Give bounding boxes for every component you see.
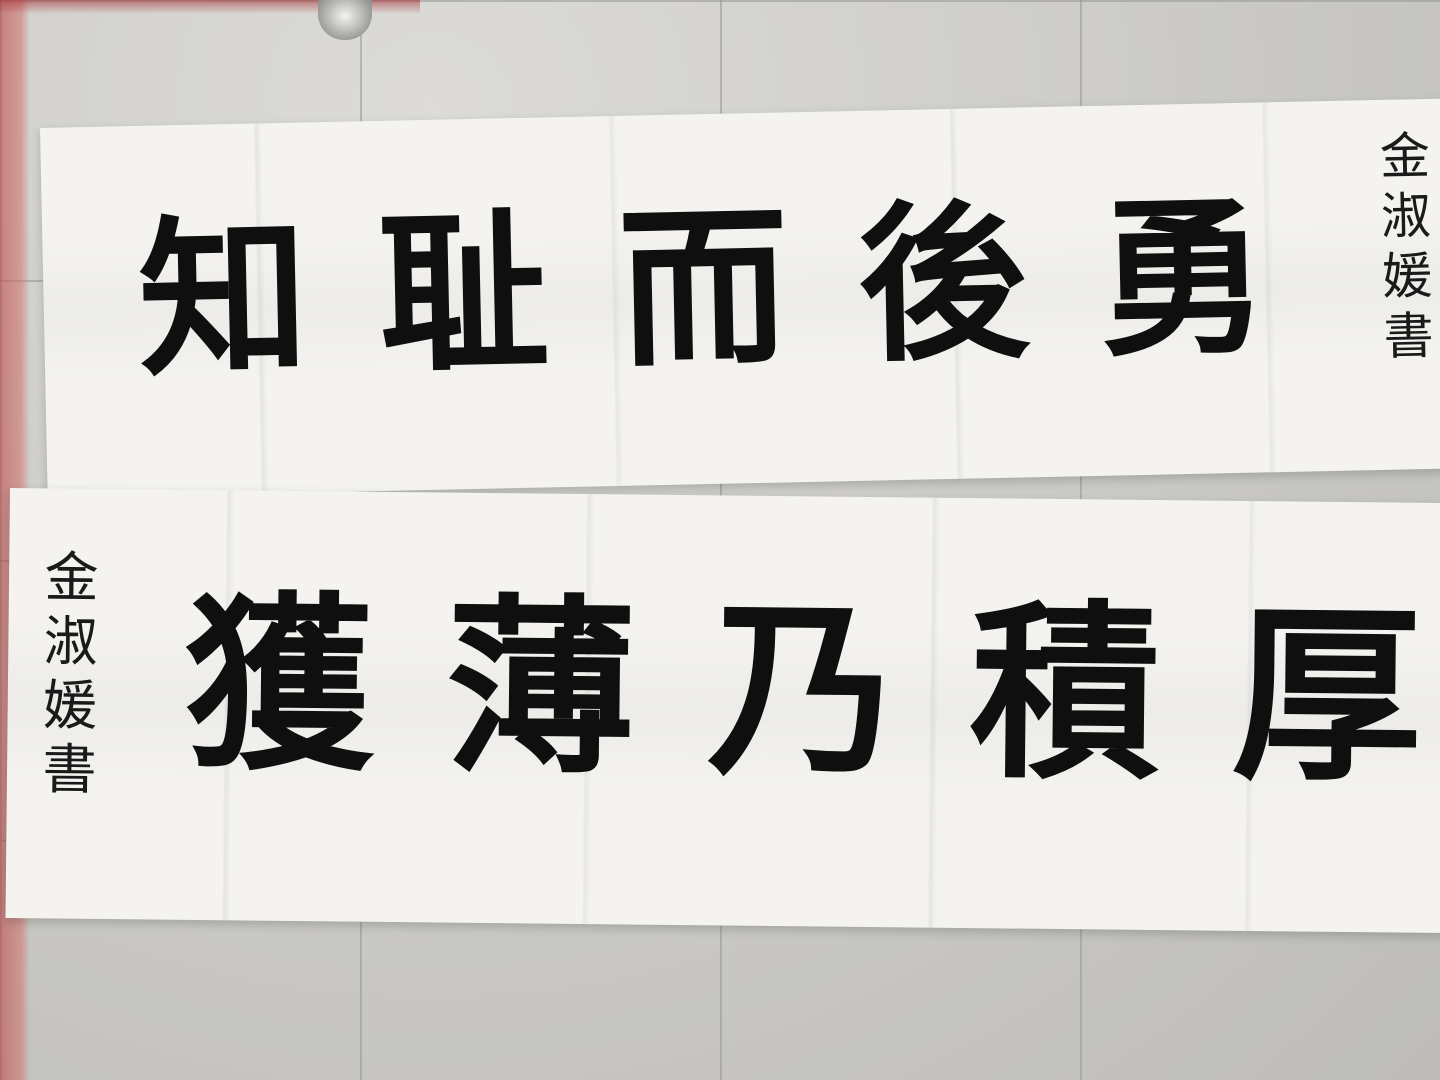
scroll-top-text: 知 耻 而 後 勇 (102, 177, 1305, 401)
metal-post (318, 0, 372, 40)
char: 而 (616, 187, 791, 391)
signature: 金淑媛書 (1371, 128, 1435, 371)
char: 獲 (182, 572, 376, 798)
red-furniture-edge (0, 0, 420, 14)
calligraphy-scroll-bottom: 金淑媛書 獲 薄 乃 積 厚 (5, 488, 1440, 934)
scroll-bottom-text: 獲 薄 乃 積 厚 (147, 572, 1440, 809)
char: 知 (136, 197, 311, 401)
char: 後 (856, 182, 1031, 386)
char: 耻 (376, 192, 551, 396)
char: 薄 (444, 575, 638, 801)
char: 厚 (1230, 583, 1424, 809)
signature: 金淑媛書 (32, 548, 99, 805)
char: 積 (968, 581, 1162, 807)
char: 乃 (706, 578, 900, 804)
char: 勇 (1096, 177, 1271, 381)
calligraphy-scroll-top: 知 耻 而 後 勇 金淑媛書 (40, 98, 1440, 498)
